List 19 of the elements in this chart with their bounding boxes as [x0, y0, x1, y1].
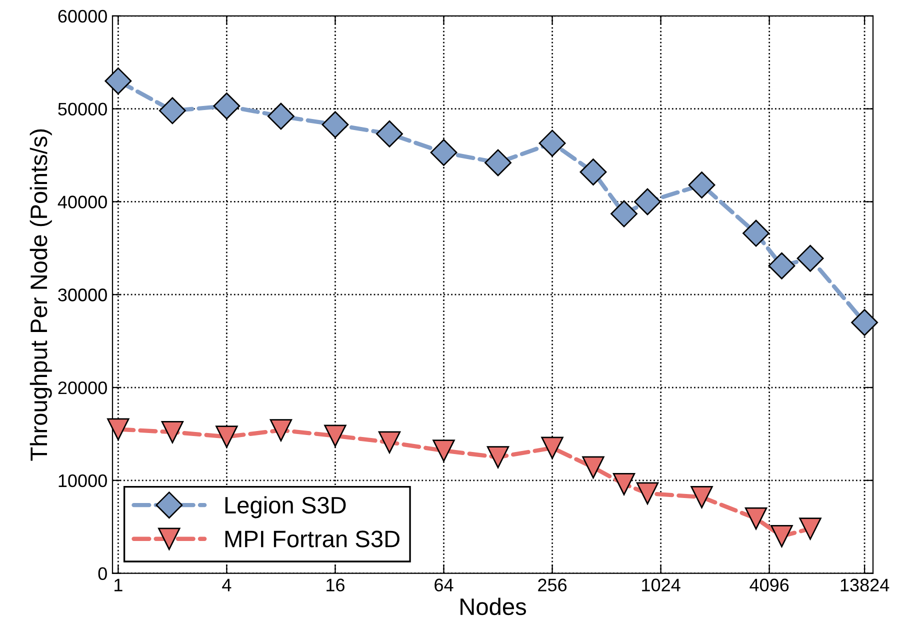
y-axis-title: Throughput Per Node (Points/s): [30, 129, 52, 461]
x-tick-label: 1: [114, 578, 122, 592]
y-tick-label: 10000: [58, 474, 107, 488]
y-tick-label: 20000: [58, 381, 107, 394]
x-tick-label: 16: [326, 578, 344, 592]
x-tick-label: 64: [434, 578, 454, 592]
y-tick-label: 60000: [58, 10, 107, 23]
y-tick-label: 50000: [58, 102, 107, 116]
x-tick-label: 256: [538, 578, 567, 592]
y-tick-label: 40000: [58, 196, 107, 208]
legend-label: MPI Fortran S3D: [225, 530, 400, 548]
x-tick-label: 13824: [840, 578, 890, 592]
x-tick-label: 4: [222, 578, 232, 592]
x-axis-title: Nodes: [460, 598, 526, 616]
x-tick-label: 1024: [642, 578, 680, 592]
y-tick-label: 0: [98, 567, 107, 580]
y-tick-label: 30000: [58, 288, 107, 302]
x-tick-label: 4096: [750, 578, 789, 592]
legend-label: Legion S3D: [225, 496, 346, 518]
